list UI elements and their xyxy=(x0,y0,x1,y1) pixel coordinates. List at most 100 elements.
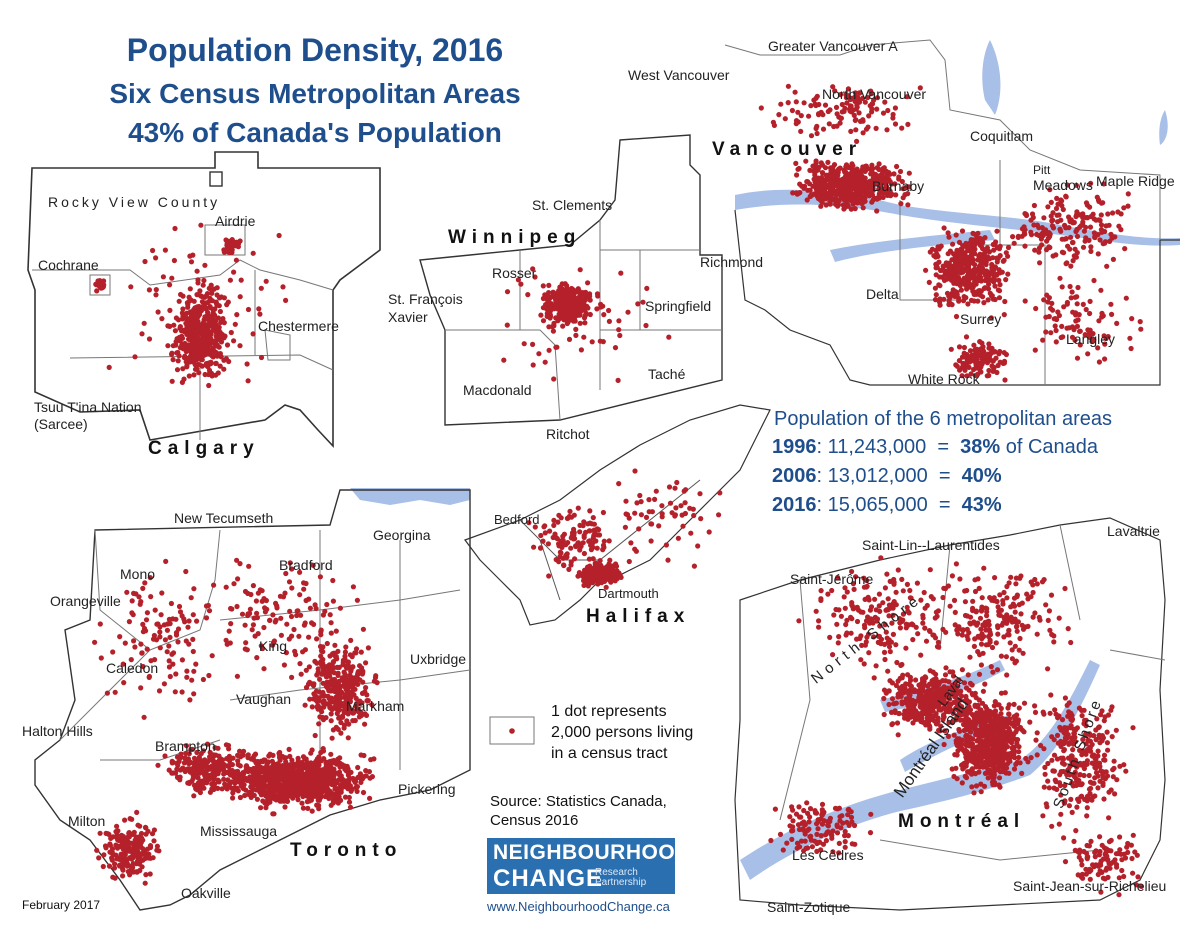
population-dot xyxy=(172,328,178,334)
population-dot xyxy=(935,244,941,250)
population-dot xyxy=(197,288,203,294)
population-dot xyxy=(106,364,112,370)
population-dot xyxy=(945,271,951,277)
population-dot xyxy=(1091,277,1097,284)
population-dot xyxy=(706,529,712,535)
population-dot xyxy=(280,284,286,290)
population-dot xyxy=(188,259,195,265)
population-dot xyxy=(162,247,168,253)
population-dot xyxy=(186,618,192,624)
population-dot xyxy=(207,315,213,321)
population-dot xyxy=(160,274,166,280)
population-dot xyxy=(284,795,290,802)
population-dot xyxy=(1068,234,1074,240)
population-dot xyxy=(306,664,312,670)
population-dot xyxy=(212,785,218,791)
population-dot xyxy=(593,577,599,583)
population-dot xyxy=(304,790,310,796)
population-dot xyxy=(1095,251,1101,257)
population-dot xyxy=(995,255,1001,261)
population-dot xyxy=(550,328,557,334)
population-dot xyxy=(978,264,985,270)
population-dot xyxy=(317,574,323,580)
population-dot xyxy=(316,793,322,799)
population-dot xyxy=(957,252,963,258)
population-dot xyxy=(339,762,345,768)
population-dot xyxy=(276,792,282,798)
population-dot xyxy=(185,780,191,786)
population-dot xyxy=(154,847,160,853)
population-dot xyxy=(335,726,341,733)
population-dot xyxy=(818,183,824,189)
population-dot xyxy=(158,612,164,618)
population-dot xyxy=(328,751,334,757)
population-dot xyxy=(834,111,840,117)
population-dot xyxy=(201,277,207,284)
population-dot xyxy=(124,861,130,867)
population-dot xyxy=(213,360,219,366)
population-dot xyxy=(343,685,349,691)
population-dot xyxy=(228,621,234,627)
population-dot xyxy=(1040,337,1046,343)
population-dot xyxy=(515,277,522,283)
population-dot xyxy=(1106,222,1112,228)
population-dot xyxy=(583,572,589,579)
population-dot xyxy=(161,681,167,687)
population-dot xyxy=(586,528,592,534)
population-dot xyxy=(801,100,807,106)
population-dot xyxy=(148,594,154,600)
population-dot xyxy=(965,301,971,307)
population-dot xyxy=(869,169,875,176)
population-dot xyxy=(287,608,293,615)
population-dot xyxy=(257,311,263,317)
population-dot xyxy=(192,329,199,335)
population-dot xyxy=(167,621,173,627)
population-dot xyxy=(933,272,939,278)
population-dot xyxy=(1023,211,1029,217)
population-dot xyxy=(1116,223,1122,229)
population-dot xyxy=(796,190,802,196)
population-dot xyxy=(217,363,223,369)
population-dot xyxy=(232,780,238,786)
population-dot xyxy=(811,176,817,182)
population-dot xyxy=(296,633,302,639)
population-dot xyxy=(802,183,808,189)
population-dot xyxy=(979,361,985,367)
population-dot xyxy=(1059,203,1065,209)
population-dot xyxy=(117,634,123,640)
population-dot xyxy=(177,338,183,344)
population-dot xyxy=(232,321,238,327)
population-dot xyxy=(822,187,828,193)
population-dot xyxy=(122,817,128,823)
population-dot xyxy=(898,201,904,207)
population-dot xyxy=(530,266,536,272)
population-dot xyxy=(327,788,333,795)
population-dot xyxy=(618,270,624,276)
population-dot xyxy=(299,800,305,806)
population-dot xyxy=(978,789,984,795)
population-dot xyxy=(310,770,316,776)
population-dot xyxy=(103,845,109,851)
population-dot xyxy=(328,630,334,636)
population-dot xyxy=(355,676,361,682)
population-dot xyxy=(606,318,613,324)
population-dot xyxy=(1086,237,1092,243)
population-dot xyxy=(314,660,320,666)
population-dot xyxy=(282,590,288,596)
population-dot xyxy=(187,697,193,703)
population-dot xyxy=(326,662,332,668)
population-dot xyxy=(216,753,222,759)
population-dot xyxy=(188,356,194,362)
population-dot xyxy=(190,612,196,618)
population-dot xyxy=(1033,305,1039,312)
population-dot xyxy=(971,342,977,348)
population-dot xyxy=(938,267,944,274)
population-dot xyxy=(221,320,227,326)
population-dot xyxy=(187,315,194,321)
population-dot xyxy=(1102,356,1108,362)
population-dot xyxy=(854,200,861,206)
population-dot xyxy=(1050,217,1056,223)
population-dot xyxy=(133,591,139,597)
population-dot xyxy=(94,288,100,294)
population-dot xyxy=(245,768,251,775)
